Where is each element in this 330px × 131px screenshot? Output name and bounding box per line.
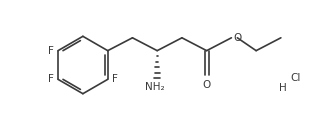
Text: O: O [233, 33, 242, 43]
Text: H: H [279, 83, 287, 93]
Text: Cl: Cl [290, 73, 301, 83]
Text: O: O [203, 80, 211, 90]
Text: F: F [48, 74, 54, 84]
Text: NH₂: NH₂ [146, 82, 165, 92]
Text: F: F [112, 74, 117, 84]
Text: F: F [48, 46, 54, 56]
